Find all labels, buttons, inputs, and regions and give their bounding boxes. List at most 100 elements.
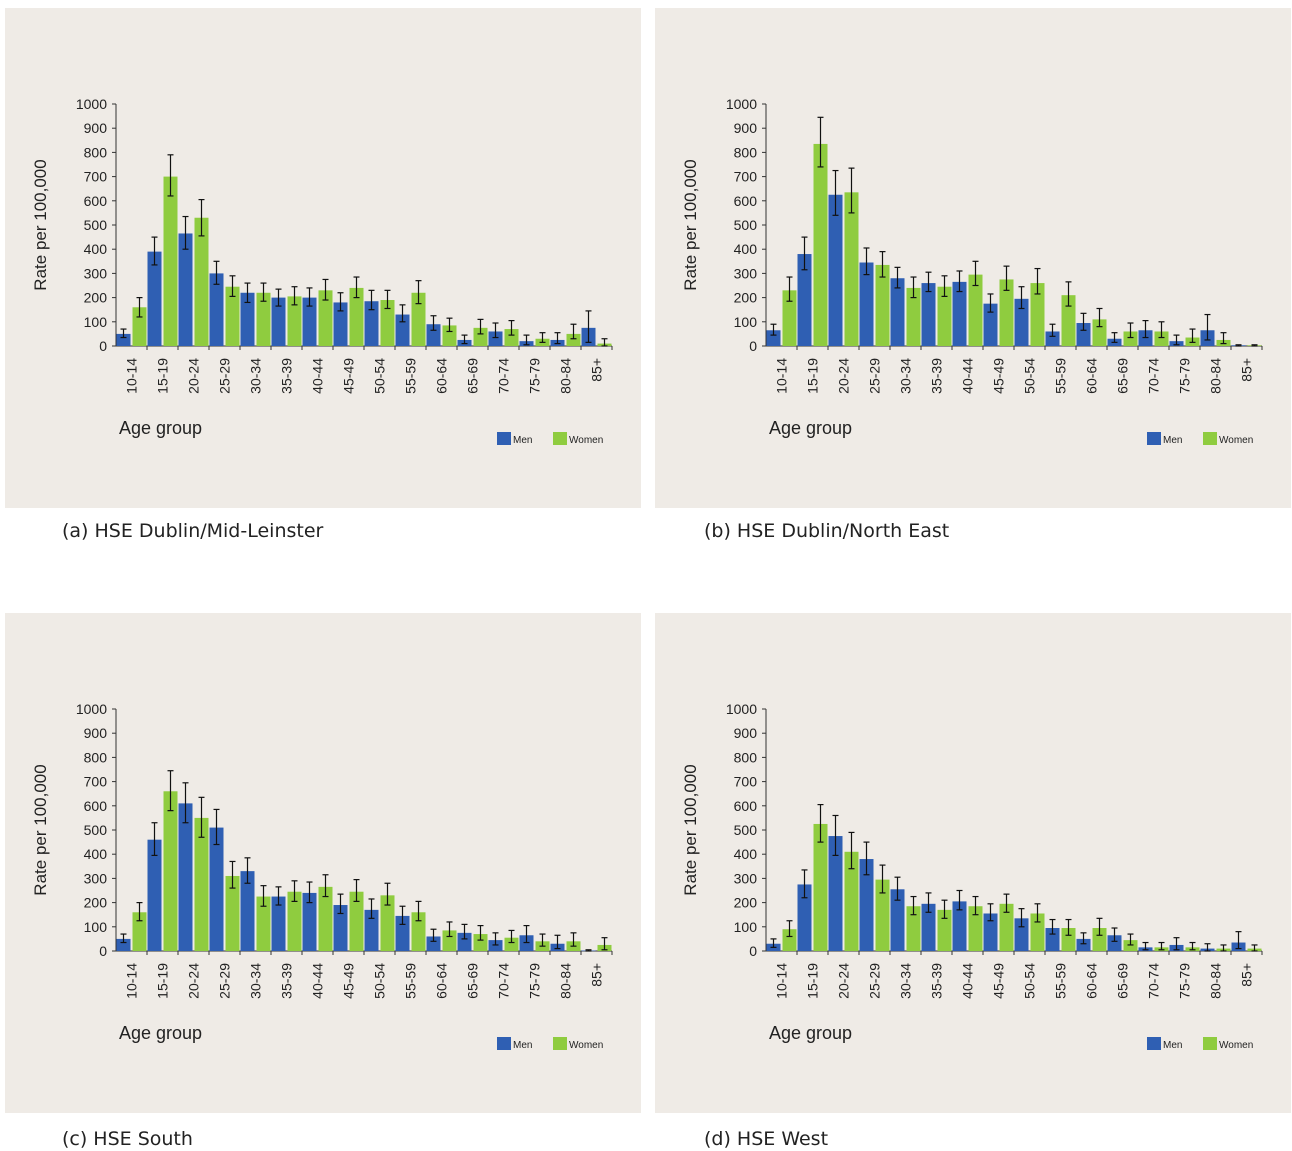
bar-women-35-39	[287, 891, 302, 951]
bar-women-45-49	[999, 903, 1014, 951]
y-tick-label: 200	[734, 290, 758, 306]
bar-men-20-24	[178, 233, 193, 346]
y-tick-label: 0	[99, 338, 107, 354]
x-tick-label: 45-49	[341, 963, 357, 999]
bar-women-10-14	[132, 912, 147, 951]
bar-women-15-19	[163, 791, 178, 951]
bar-women-70-74	[504, 329, 519, 346]
x-tick-label: 85+	[1239, 358, 1255, 382]
x-tick-label: 20-24	[836, 358, 852, 394]
bar-men-40-44	[302, 297, 317, 346]
x-tick-label: 25-29	[217, 963, 233, 999]
y-tick-label: 700	[84, 774, 108, 790]
bar-women-20-24	[194, 217, 209, 346]
bar-men-45-49	[983, 913, 998, 951]
bar-women-60-64	[1092, 928, 1107, 951]
y-tick-label: 500	[84, 217, 108, 233]
chart-svg-b: 0 100 200 300 400 500 600 700 800 900 1000 Rate per…	[681, 96, 1263, 446]
chart-caption-d: (d) HSE West	[704, 1128, 829, 1150]
bar-men-15-19	[797, 254, 812, 346]
y-tick-label: 800	[734, 749, 758, 765]
bar-men-10-14	[116, 938, 131, 951]
bar-men-60-64	[1076, 323, 1091, 346]
bar-women-55-59	[1061, 928, 1076, 951]
bar-women-30-34	[906, 906, 921, 951]
bar-men-60-64	[426, 324, 441, 346]
y-tick-label: 900	[734, 120, 758, 136]
bar-women-25-29	[225, 286, 240, 346]
x-tick-label: 60-64	[434, 963, 450, 999]
bar-men-45-49	[333, 905, 348, 951]
x-tick-label: 65-69	[1115, 358, 1131, 394]
x-tick-label: 15-19	[805, 963, 821, 999]
bar-women-30-34	[256, 292, 271, 346]
legend-swatch-women	[553, 1037, 567, 1050]
bar-women-65-69	[473, 934, 488, 951]
y-tick-label: 400	[734, 241, 758, 257]
chart-panel-d: 0 100 200 300 400 500 600 700 800 900 1000 Rate per…	[655, 613, 1291, 1113]
y-axis-title: Rate per 100,000	[681, 764, 700, 895]
x-axis-title: Age group	[769, 418, 852, 438]
legend: Men Women	[497, 432, 603, 446]
bar-women-50-54	[1030, 283, 1045, 346]
x-tick-label: 85+	[589, 358, 605, 382]
x-tick-label: 40-44	[960, 358, 976, 394]
legend-swatch-men	[497, 1037, 511, 1050]
legend-swatch-men	[497, 432, 511, 445]
x-tick-label: 35-39	[279, 358, 295, 394]
x-tick-label: 20-24	[186, 358, 202, 394]
bar-men-50-54	[364, 909, 379, 951]
x-tick-label: 30-34	[248, 963, 264, 999]
bar-women-40-44	[318, 886, 333, 951]
bar-women-55-59	[1061, 295, 1076, 346]
y-tick-label: 1000	[726, 96, 757, 112]
chart-svg-c: 0 100 200 300 400 500 600 700 800 900 1000 Rate per…	[31, 701, 613, 1051]
chart-caption-b: (b) HSE Dublin/North East	[704, 520, 950, 542]
bar-women-25-29	[225, 875, 240, 951]
x-axis-title: Age group	[769, 1023, 852, 1043]
y-tick-label: 400	[734, 846, 758, 862]
y-tick-label: 100	[734, 919, 758, 935]
bar-men-20-24	[828, 836, 843, 951]
legend-swatch-men	[1147, 1037, 1161, 1050]
legend: Men Women	[1147, 432, 1253, 446]
legend: Men Women	[1147, 1037, 1253, 1051]
x-tick-label: 85+	[589, 963, 605, 987]
chart-svg-a: 0 100 200 300 400 500 600 700 800 900 1000 Rate per…	[31, 96, 613, 446]
x-tick-label: 25-29	[217, 358, 233, 394]
bar-men-10-14	[766, 330, 781, 346]
x-tick-label: 35-39	[279, 963, 295, 999]
x-tick-label: 80-84	[558, 963, 574, 999]
bar-women-10-14	[132, 307, 147, 346]
y-tick-label: 900	[734, 725, 758, 741]
legend-label-women: Women	[1219, 435, 1253, 446]
bar-men-45-49	[333, 302, 348, 346]
legend-label-women: Women	[569, 435, 603, 446]
bar-men-40-44	[952, 281, 967, 346]
bar-women-50-54	[380, 300, 395, 346]
x-tick-label: 55-59	[1053, 963, 1069, 999]
chart-caption-a: (a) HSE Dublin/Mid-Leinster	[62, 520, 324, 542]
bar-men-45-49	[983, 303, 998, 346]
x-tick-label: 20-24	[186, 963, 202, 999]
y-tick-label: 600	[84, 193, 108, 209]
y-tick-label: 400	[84, 846, 108, 862]
x-tick-label: 80-84	[558, 358, 574, 394]
y-tick-label: 800	[84, 144, 108, 160]
x-tick-label: 80-84	[1208, 358, 1224, 394]
x-tick-label: 45-49	[991, 963, 1007, 999]
bar-men-60-64	[426, 936, 441, 951]
x-tick-label: 55-59	[403, 963, 419, 999]
bar-women-15-19	[813, 143, 828, 346]
x-tick-label: 25-29	[867, 963, 883, 999]
bar-men-50-54	[364, 301, 379, 346]
bar-women-35-39	[937, 909, 952, 951]
y-tick-label: 1000	[76, 701, 107, 717]
x-tick-label: 60-64	[1084, 358, 1100, 394]
y-tick-label: 300	[734, 265, 758, 281]
x-tick-label: 75-79	[1177, 963, 1193, 999]
bar-men-15-19	[147, 251, 162, 346]
bar-women-35-39	[287, 296, 302, 346]
y-axis-title: Rate per 100,000	[31, 764, 50, 895]
bar-women-35-39	[937, 286, 952, 346]
